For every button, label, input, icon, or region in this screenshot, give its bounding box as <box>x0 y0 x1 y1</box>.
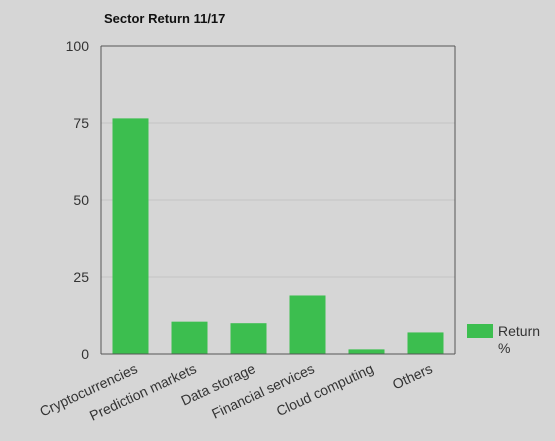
bar <box>230 323 267 354</box>
y-tick-label: 0 <box>81 346 89 362</box>
x-tick-label: Financial services <box>209 360 317 422</box>
bar <box>348 349 385 354</box>
y-tick-label: 100 <box>66 38 90 54</box>
legend-label: Return% <box>498 323 540 356</box>
bar <box>112 118 149 354</box>
x-tick-label: Others <box>390 360 435 392</box>
chart-title: Sector Return 11/17 <box>104 11 226 26</box>
legend-swatch <box>467 324 493 338</box>
bar <box>407 332 444 354</box>
y-tick-label: 50 <box>73 192 89 208</box>
bar <box>289 295 326 354</box>
y-tick-label: 75 <box>73 115 89 131</box>
y-tick-label: 25 <box>73 269 89 285</box>
bars <box>112 118 444 354</box>
gridlines <box>101 122 455 278</box>
bar <box>171 321 208 354</box>
legend: Return% <box>467 323 540 356</box>
